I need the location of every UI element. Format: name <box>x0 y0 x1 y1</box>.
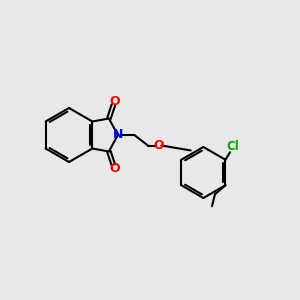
Text: N: N <box>113 128 123 142</box>
Text: O: O <box>110 95 120 108</box>
Text: O: O <box>110 162 120 175</box>
Text: O: O <box>153 139 164 152</box>
Text: Cl: Cl <box>226 140 239 153</box>
